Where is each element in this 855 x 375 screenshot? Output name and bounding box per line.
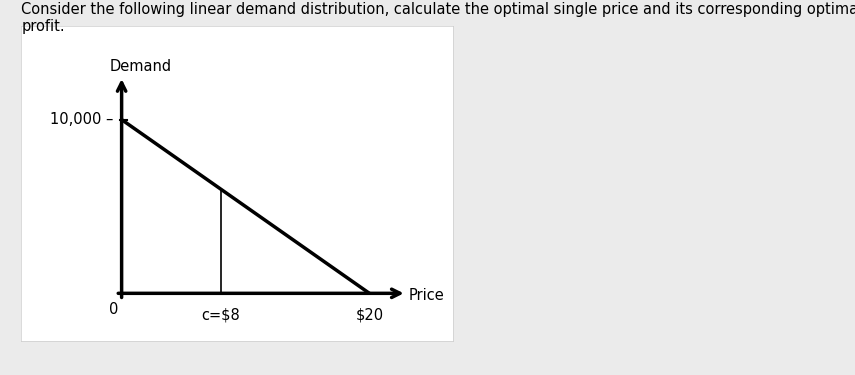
Text: 0: 0 (109, 302, 119, 317)
Text: 10,000 –: 10,000 – (50, 112, 113, 127)
Text: Consider the following linear demand distribution, calculate the optimal single : Consider the following linear demand dis… (21, 2, 855, 34)
Text: Demand: Demand (109, 60, 171, 75)
Text: $20: $20 (356, 307, 383, 322)
Text: c=$8: c=$8 (202, 307, 240, 322)
Text: Price: Price (409, 288, 445, 303)
